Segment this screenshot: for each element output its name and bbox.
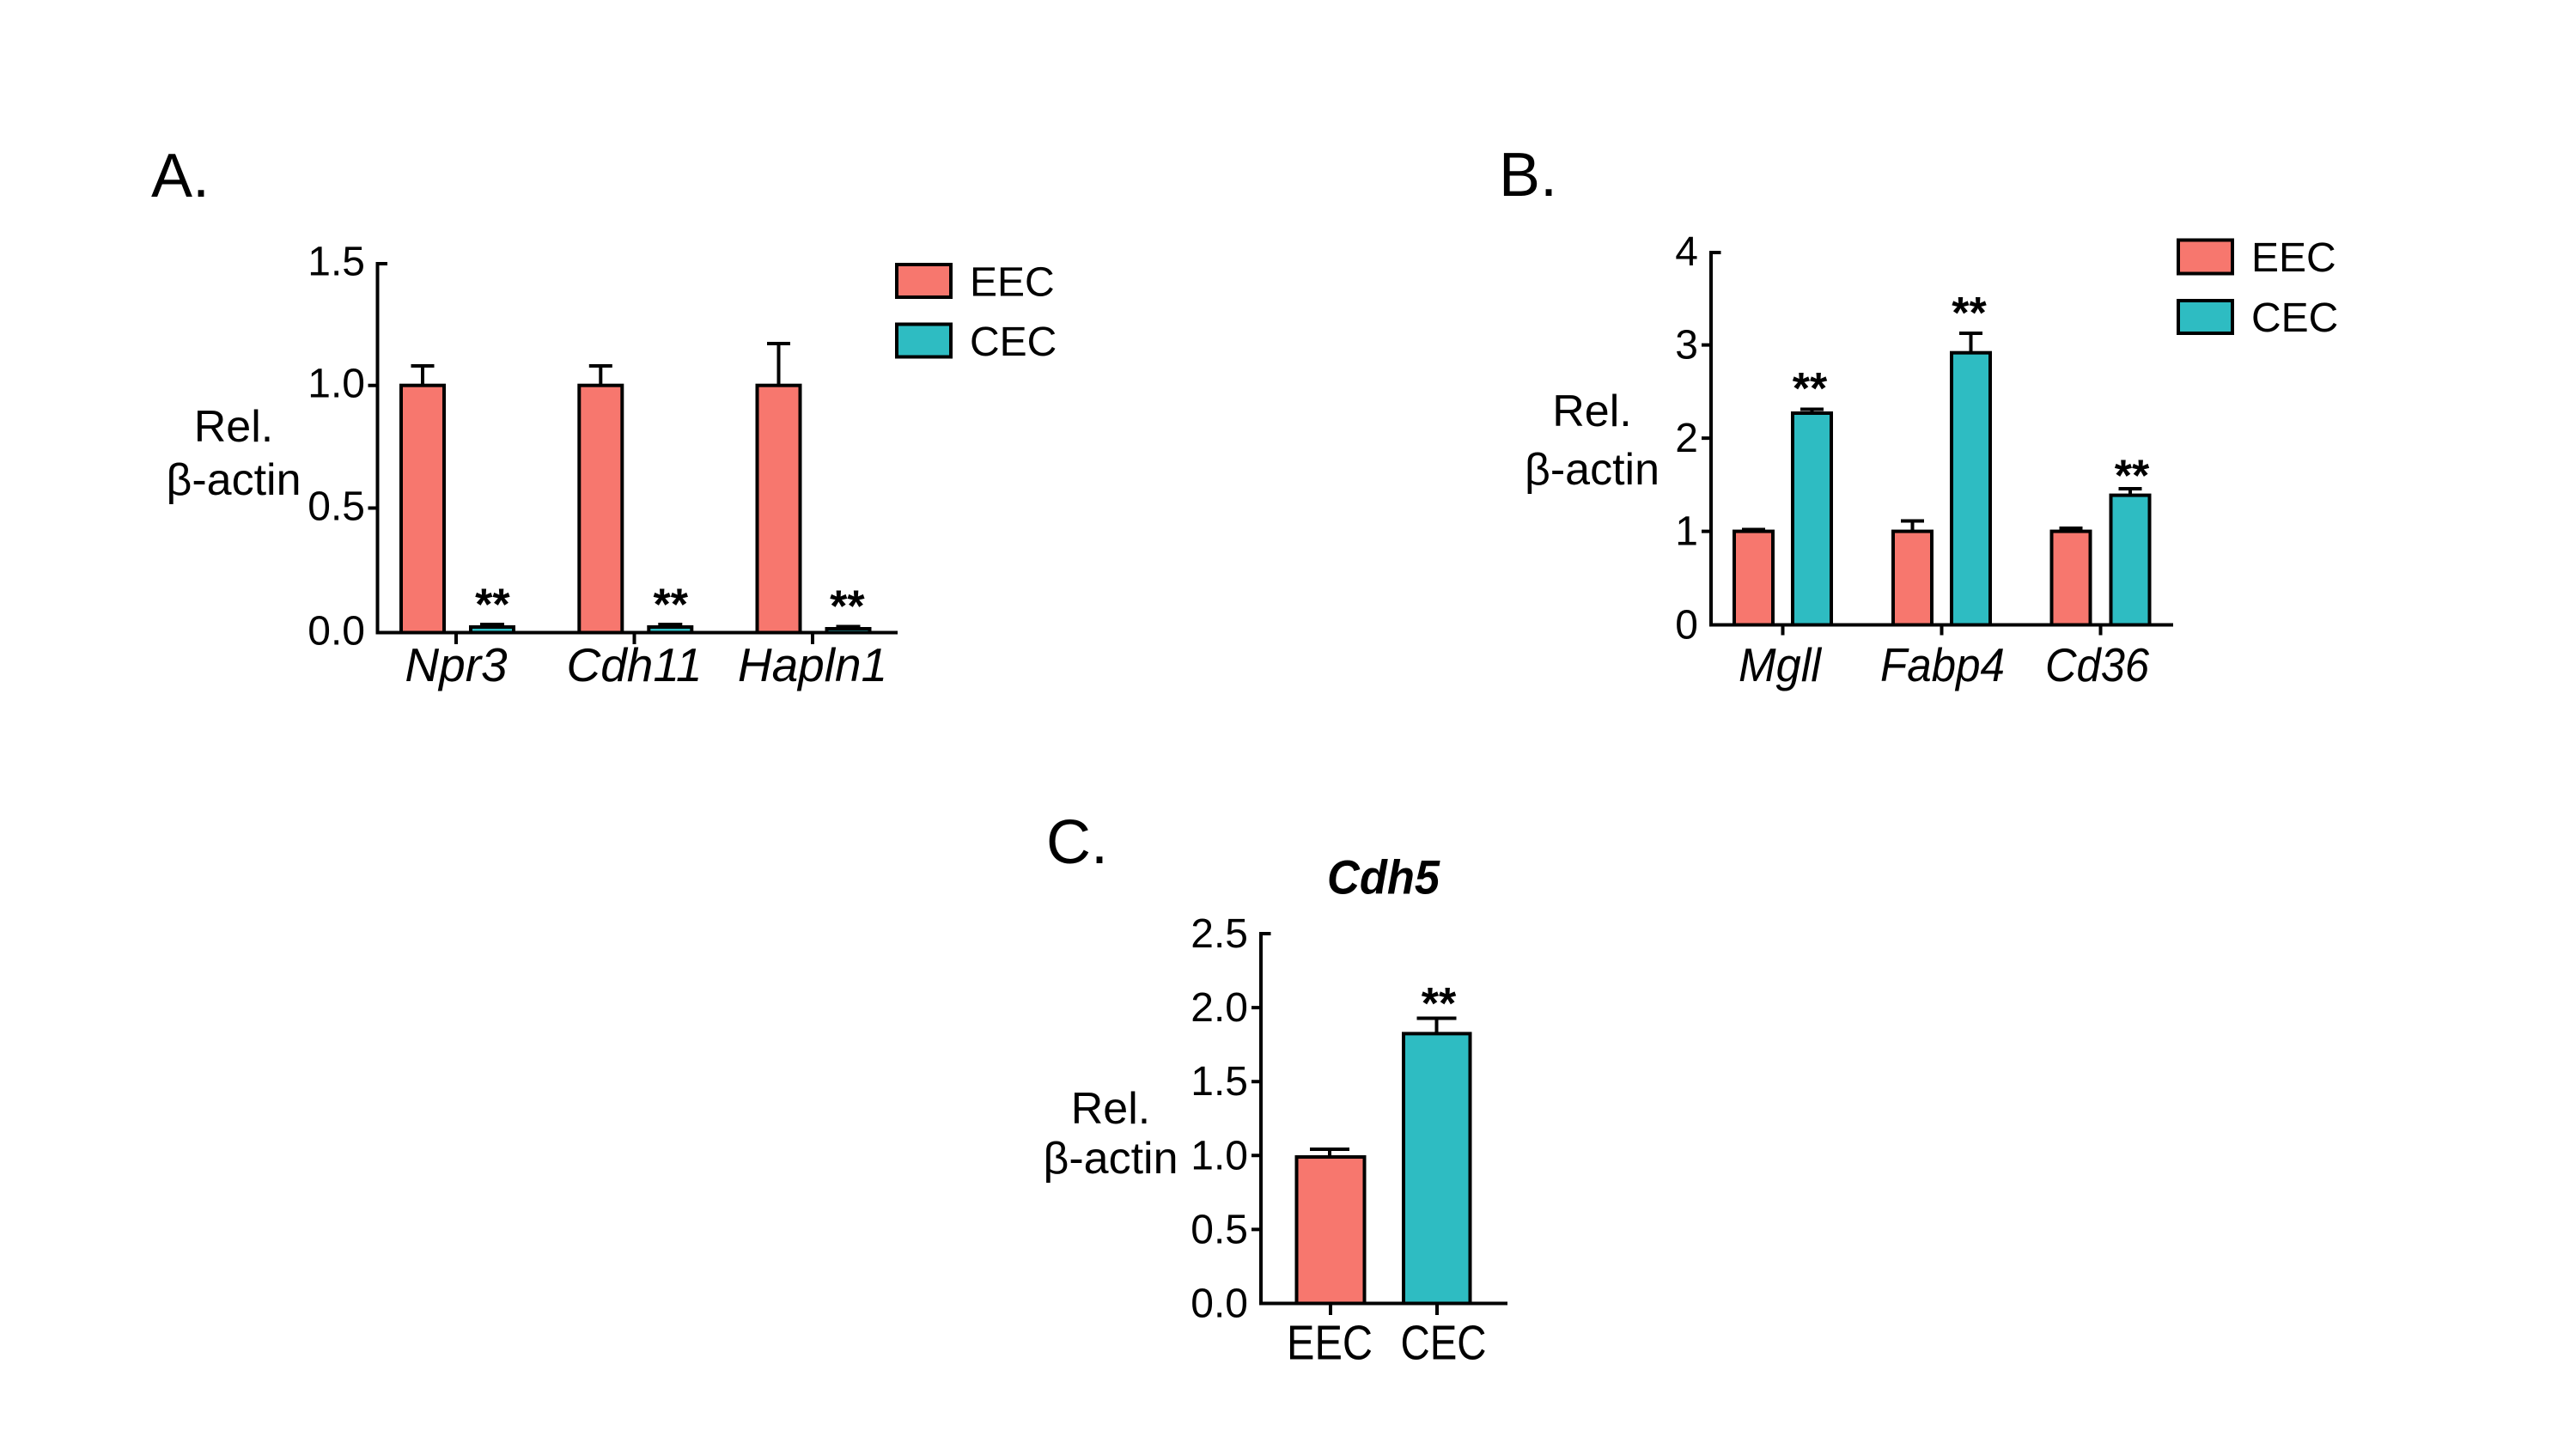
svg-text:**: ** bbox=[1793, 364, 1828, 414]
svg-text:C.: C. bbox=[1046, 808, 1108, 877]
svg-text:4: 4 bbox=[1675, 229, 1698, 275]
svg-text:Rel.: Rel. bbox=[194, 402, 273, 452]
svg-text:1.5: 1.5 bbox=[1191, 1059, 1248, 1105]
svg-text:0.5: 0.5 bbox=[308, 484, 365, 530]
svg-text:**: ** bbox=[475, 581, 510, 630]
svg-text:β-actin: β-actin bbox=[166, 455, 301, 505]
svg-text:1: 1 bbox=[1675, 509, 1698, 555]
svg-text:CEC: CEC bbox=[970, 320, 1057, 365]
svg-text:Cd36: Cd36 bbox=[2045, 638, 2149, 691]
svg-text:Npr3: Npr3 bbox=[405, 638, 508, 691]
svg-text:A.: A. bbox=[151, 142, 210, 210]
svg-text:β-actin: β-actin bbox=[1043, 1134, 1178, 1184]
svg-text:Cdh11: Cdh11 bbox=[567, 638, 703, 691]
svg-text:**: ** bbox=[653, 581, 688, 630]
svg-text:CEC: CEC bbox=[1401, 1316, 1487, 1371]
svg-text:0.0: 0.0 bbox=[308, 609, 365, 654]
svg-text:CEC: CEC bbox=[2251, 295, 2338, 341]
svg-text:Rel.: Rel. bbox=[1552, 387, 1631, 436]
svg-text:2: 2 bbox=[1675, 416, 1698, 461]
svg-text:3: 3 bbox=[1675, 323, 1698, 368]
svg-text:0.0: 0.0 bbox=[1191, 1282, 1248, 1327]
svg-text:B.: B. bbox=[1499, 141, 1557, 210]
svg-text:β-actin: β-actin bbox=[1525, 445, 1659, 495]
svg-text:2.0: 2.0 bbox=[1191, 985, 1248, 1031]
svg-text:1.5: 1.5 bbox=[308, 240, 365, 285]
svg-text:1.0: 1.0 bbox=[1191, 1133, 1248, 1178]
svg-text:**: ** bbox=[830, 582, 865, 632]
svg-text:**: ** bbox=[2115, 452, 2150, 502]
svg-text:1.0: 1.0 bbox=[308, 362, 365, 407]
svg-text:Cdh5: Cdh5 bbox=[1327, 850, 1440, 904]
svg-text:Hapln1: Hapln1 bbox=[738, 638, 887, 691]
svg-text:Mgll: Mgll bbox=[1739, 638, 1823, 691]
svg-text:0: 0 bbox=[1675, 603, 1698, 648]
svg-text:**: ** bbox=[1422, 979, 1457, 1029]
svg-text:2.5: 2.5 bbox=[1191, 911, 1248, 957]
svg-text:EEC: EEC bbox=[1287, 1316, 1373, 1371]
svg-text:Fabp4: Fabp4 bbox=[1880, 638, 2005, 691]
svg-text:Rel.: Rel. bbox=[1071, 1084, 1150, 1134]
svg-text:EEC: EEC bbox=[2251, 235, 2336, 281]
svg-text:EEC: EEC bbox=[970, 260, 1055, 306]
svg-text:**: ** bbox=[1952, 289, 1987, 338]
svg-text:0.5: 0.5 bbox=[1191, 1207, 1248, 1252]
